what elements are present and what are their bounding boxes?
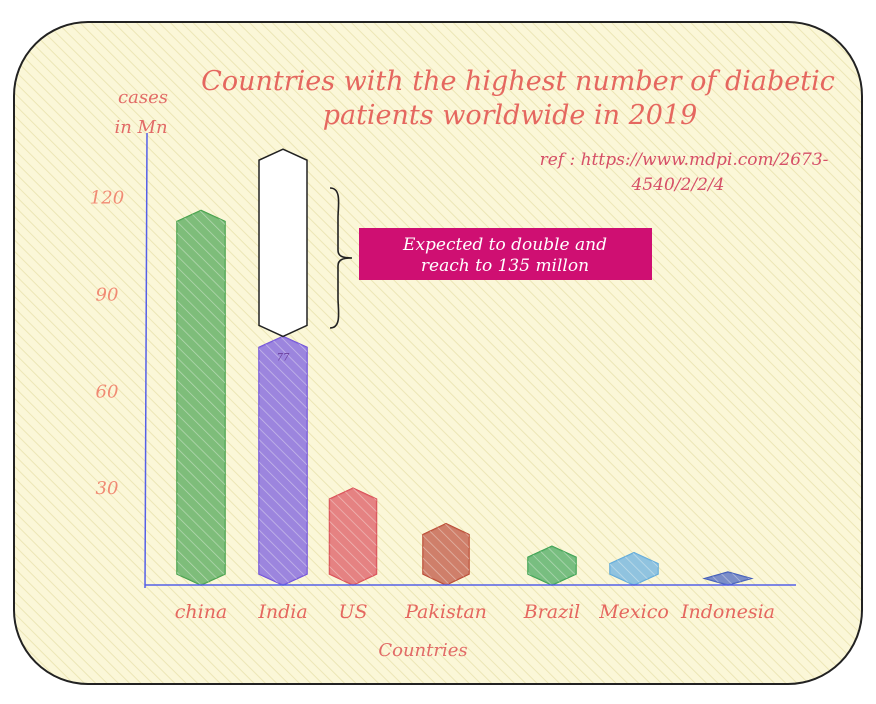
y-axis-ticks: 30 60 90 120 [90,188,124,500]
x-axis-ticks: china India US Pakistan Brazil Mexico Indonesi… [175,601,775,623]
y-tick-label: 90 [96,284,119,305]
y-tick-label: 60 [96,381,119,402]
bar-hatching [705,572,751,585]
projection-callout-text: reach to 135 millon [421,256,589,276]
y-axis [144,132,148,589]
x-axis-label: Countries [378,640,467,661]
chart-title-line-1: Countries with the highest number of dia… [201,66,835,97]
chart-title-line-2: patients worldwide in 2019 [323,100,698,131]
bar-hatching [528,546,576,585]
x-tick-label: US [338,601,367,623]
y-axis-unit-line-2: in Mn [114,117,167,138]
reference-line-1: ref : https://www.mdpi.com/2673- [540,150,829,170]
x-tick-label: Mexico [598,601,669,623]
x-tick-label: Brazil [523,601,581,623]
x-tick-label: Pakistan [404,601,487,623]
bar-hatching [610,552,658,585]
x-tick-label: Indonesia [680,601,775,623]
bars [176,209,754,586]
y-tick-label: 30 [96,478,119,499]
bar-hatching [329,488,377,585]
projection-callout-box [359,228,652,280]
y-axis-unit-line-1: cases [118,87,168,108]
chart-frame [13,21,863,685]
bar-hatching [259,336,307,585]
reference-line-2: 4540/2/2/4 [631,175,725,195]
projection-bar [258,148,308,338]
x-tick-label: china [175,601,228,623]
projection-brace [329,187,353,329]
x-tick-label: India [257,601,307,623]
value-label: 77 [277,352,290,363]
bar-hatching [423,523,469,585]
y-tick-label: 120 [90,188,124,209]
projection-callout-text: Expected to double and [402,235,607,255]
bar-hatching [177,210,225,585]
